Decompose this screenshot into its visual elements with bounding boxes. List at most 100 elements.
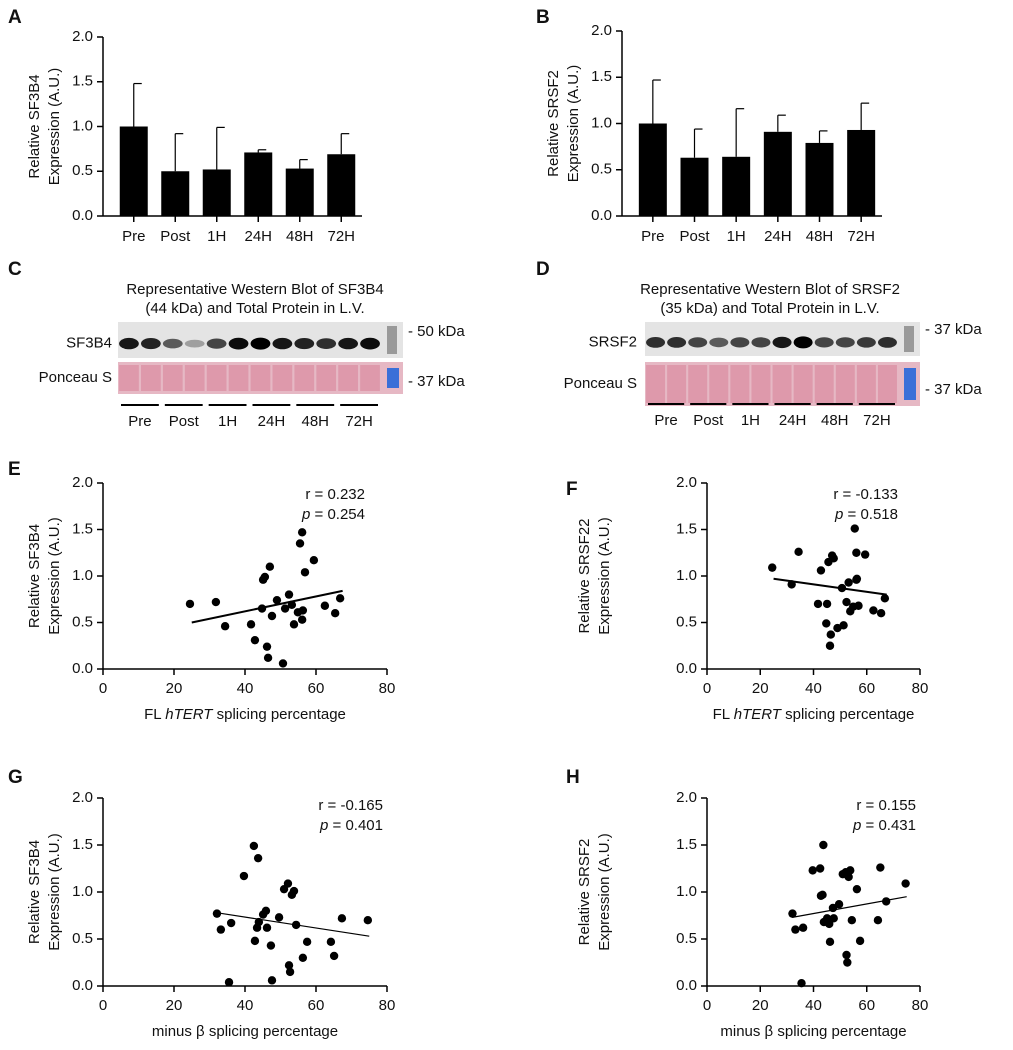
y-tick-label: 1.5 — [72, 520, 93, 537]
ladder — [904, 368, 916, 400]
group-label: Post — [169, 413, 200, 430]
annotation-r: r = 0.232 — [305, 486, 365, 503]
blot-band — [272, 337, 293, 350]
data-point — [250, 635, 260, 645]
blot-band — [119, 337, 139, 350]
data-point — [261, 906, 271, 915]
data-point — [260, 572, 270, 582]
blot-band — [709, 337, 729, 348]
group-label: Pre — [654, 412, 677, 429]
data-point — [289, 886, 299, 896]
bar — [202, 169, 231, 216]
data-point — [284, 961, 294, 970]
data-point — [815, 864, 825, 873]
ponceau-lane — [162, 365, 183, 391]
x-tick-label: 24H — [764, 228, 792, 245]
y-tick-label: 1.5 — [591, 68, 612, 85]
p-value: = 0.431 — [861, 817, 916, 834]
blot-band — [814, 337, 834, 348]
data-point — [224, 978, 234, 987]
y-tick-label: 1.5 — [676, 836, 697, 853]
y-tick-label: 1.5 — [72, 836, 93, 853]
data-point — [808, 866, 817, 875]
data-point — [220, 622, 230, 631]
ponceau-lane — [835, 365, 855, 403]
x-tick-label: 0 — [99, 680, 107, 697]
data-point — [280, 604, 290, 613]
x-tick-label: 20 — [752, 680, 769, 697]
ponceau-lane — [228, 365, 249, 391]
x-tick-label: Pre — [641, 228, 664, 245]
data-point — [309, 555, 319, 565]
data-point — [768, 563, 777, 572]
x-axis-label-part: FL — [713, 706, 734, 723]
group-label: Post — [693, 412, 724, 429]
bar — [161, 171, 190, 216]
data-point — [267, 976, 277, 985]
size-marker: - 37 kDa — [925, 321, 982, 338]
annotation-p: p = 0.254 — [301, 506, 365, 523]
y-tick-label: 0.0 — [676, 660, 697, 677]
data-point — [326, 937, 336, 947]
data-point — [844, 872, 853, 882]
y-axis-label: Expression (A.U.) — [596, 833, 613, 951]
y-tick-label: 1.0 — [72, 567, 93, 584]
x-tick-label: 60 — [858, 680, 875, 697]
blot-band — [877, 337, 897, 348]
panel-letter: D — [536, 259, 550, 280]
ponceau-lane — [141, 365, 161, 391]
bar — [285, 168, 314, 216]
bar — [680, 157, 709, 216]
data-point — [297, 528, 307, 537]
blot-title: (35 kDa) and Total Protein in L.V. — [660, 300, 879, 317]
trend-line — [191, 589, 343, 624]
group-label: 1H — [741, 412, 760, 429]
y-tick-label: 1.0 — [676, 567, 697, 584]
data-point — [825, 937, 835, 947]
x-tick-label: 80 — [912, 680, 929, 697]
data-point — [302, 937, 312, 947]
x-tick-label: Pre — [122, 228, 145, 245]
blot-band — [835, 337, 855, 348]
x-tick-label: 48H — [286, 228, 314, 245]
ponceau-lane — [250, 365, 271, 391]
blot-band — [730, 337, 750, 348]
y-tick-label: 0.0 — [591, 207, 612, 224]
y-tick-label: 2.0 — [591, 22, 612, 39]
x-tick-label: 40 — [805, 680, 822, 697]
y-axis-label: Expression (A.U.) — [46, 517, 63, 635]
x-tick-label: 60 — [858, 997, 875, 1014]
row-label: SF3B4 — [66, 335, 112, 352]
ponceau-lane — [751, 365, 771, 403]
x-tick-label: 48H — [806, 228, 834, 245]
data-point — [852, 884, 862, 894]
data-point — [880, 594, 890, 603]
trend-line — [773, 577, 887, 596]
x-tick-label: 40 — [805, 997, 822, 1014]
blot-band — [162, 338, 183, 349]
blot-band — [228, 337, 249, 350]
data-point — [284, 590, 294, 599]
p-symbol: p — [319, 817, 328, 834]
ponceau-lane — [272, 365, 293, 391]
data-point — [272, 595, 282, 605]
data-point — [876, 609, 886, 618]
data-point — [794, 547, 803, 557]
y-tick-label: 1.0 — [72, 117, 93, 134]
ponceau-lane — [184, 365, 205, 391]
bar — [763, 131, 792, 216]
p-symbol: p — [852, 817, 861, 834]
annotation-r: r = 0.155 — [856, 797, 916, 814]
x-axis-label-part: FL — [144, 706, 165, 723]
data-point — [320, 601, 330, 610]
annotation-p: p = 0.401 — [319, 817, 383, 834]
group-label: 24H — [258, 413, 286, 430]
data-point — [869, 606, 878, 615]
x-tick-label: 40 — [237, 997, 254, 1014]
data-point — [300, 568, 310, 577]
x-axis-label-part: hTERT — [734, 706, 783, 723]
data-point — [185, 599, 195, 609]
data-point — [829, 914, 838, 923]
y-tick-label: 1.0 — [591, 114, 612, 131]
